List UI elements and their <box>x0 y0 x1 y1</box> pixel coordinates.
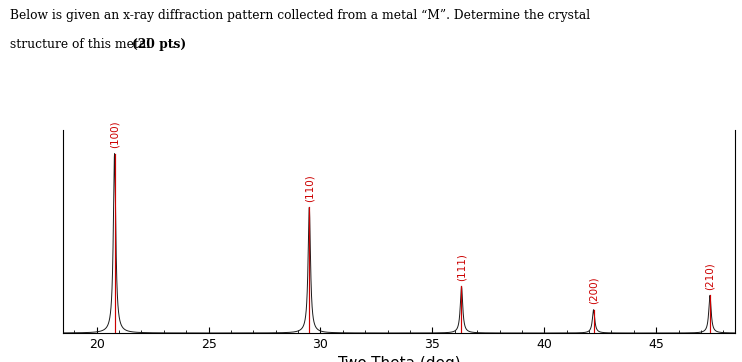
X-axis label: Two-Theta (deg): Two-Theta (deg) <box>338 357 460 362</box>
Text: (210): (210) <box>705 262 715 290</box>
Text: .: . <box>172 38 176 51</box>
Text: (100): (100) <box>110 121 119 148</box>
Text: Below is given an x-ray diffraction pattern collected from a metal “M”. Determin: Below is given an x-ray diffraction patt… <box>10 9 590 22</box>
Text: (20 pts): (20 pts) <box>132 38 186 51</box>
Text: (110): (110) <box>304 174 315 202</box>
Text: (200): (200) <box>588 277 599 304</box>
Text: structure of this metal: structure of this metal <box>10 38 154 51</box>
Text: (111): (111) <box>456 253 467 281</box>
